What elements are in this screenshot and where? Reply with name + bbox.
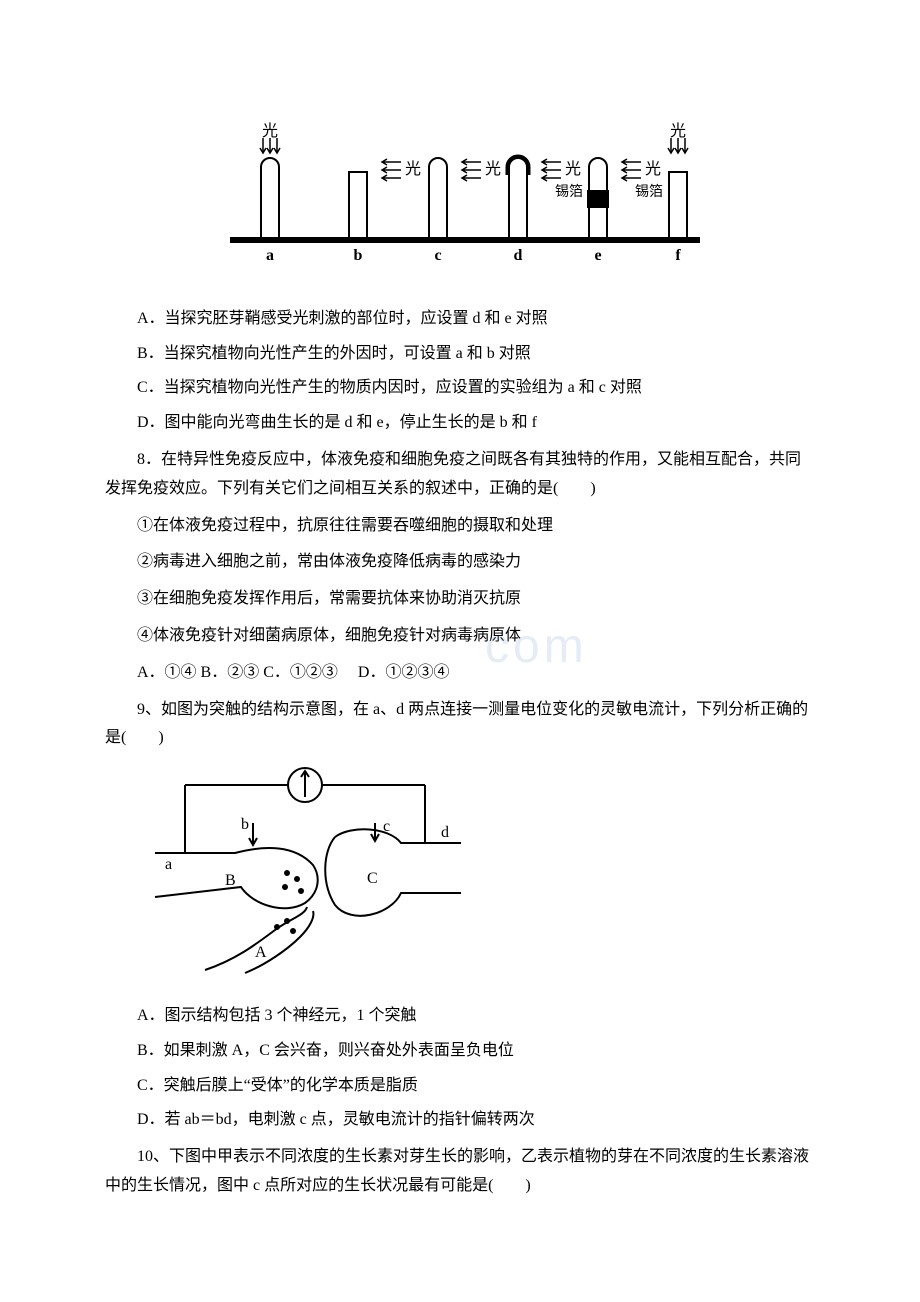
q9-stem: 9、如图为突触的结构示意图，在 a、d 两点连接一测量电位变化的灵敏电流计，下列… [105, 696, 815, 754]
svg-text:b: b [354, 247, 363, 264]
svg-text:a: a [266, 247, 274, 264]
svg-text:c: c [383, 818, 390, 835]
q7-option-a: A．当探究胚芽鞘感受光刺激的部位时，应设置 d 和 e 对照 [105, 305, 815, 334]
q8-statement-4: ④体液免疫针对细菌病原体，细胞免疫针对病毒病原体 [105, 622, 815, 651]
q10-stem: 10、下图中甲表示不同浓度的生长素对芽生长的影响，乙表示植物的芽在不同浓度的生长… [105, 1143, 815, 1201]
svg-text:锡箔: 锡箔 [555, 184, 583, 200]
svg-text:b: b [241, 816, 249, 833]
figure-synapse-diagram: a b c d B C A [145, 765, 465, 986]
svg-text:B: B [225, 872, 236, 889]
q7-option-d: D．图中能向光弯曲生长的是 d 和 e，停止生长的是 b 和 f [105, 409, 815, 438]
q9-option-c: C．突触后膜上“受体”的化学本质是脂质 [105, 1072, 815, 1101]
q8-statement-2: ②病毒进入细胞之前，常由体液免疫降低病毒的感染力 [105, 548, 815, 577]
svg-text:a: a [165, 856, 172, 873]
q9-option-b: B．如果刺激 A，C 会兴奋，则兴奋处外表面呈负电位 [105, 1037, 815, 1066]
q9-option-a: A．图示结构包括 3 个神经元，1 个突触 [105, 1002, 815, 1031]
svg-text:光: 光 [565, 160, 581, 178]
svg-text:f: f [675, 247, 681, 264]
svg-text:光: 光 [405, 160, 421, 178]
svg-text:c: c [434, 247, 441, 264]
svg-text:光: 光 [670, 122, 686, 140]
q8-statement-1: ①在体液免疫过程中，抗原往往需要吞噬细胞的摄取和处理 [105, 512, 815, 541]
svg-text:d: d [441, 824, 449, 841]
q9-option-d: D．若 ab＝bd，电刺激 c 点，灵敏电流计的指针偏转两次 [105, 1106, 815, 1135]
svg-text:锡箔: 锡箔 [635, 184, 663, 200]
svg-text:A: A [255, 944, 267, 961]
figure-coleoptile-experiments: 光 a 光 b 光 c 光锡箔 d 光锡箔 e 光 f [210, 120, 710, 281]
q8-stem: 8．在特异性免疫反应中，体液免疫和细胞免疫之间既各有其独特的作用，又能相互配合，… [105, 446, 815, 504]
svg-text:光: 光 [645, 160, 661, 178]
svg-text:光: 光 [262, 122, 278, 140]
q8-options: A．①④ B．②③ C．①②③ D．①②③④ [105, 659, 815, 688]
svg-text:d: d [514, 247, 523, 264]
svg-text:C: C [367, 870, 378, 887]
q7-option-c: C．当探究植物向光性产生的物质内因时，应设置的实验组为 a 和 c 对照 [105, 374, 815, 403]
svg-text:e: e [594, 247, 601, 264]
q7-option-b: B．当探究植物向光性产生的外因时，可设置 a 和 b 对照 [105, 340, 815, 369]
svg-text:光: 光 [485, 160, 501, 178]
q8-statement-3: ③在细胞免疫发挥作用后，常需要抗体来协助消灭抗原 [105, 585, 815, 614]
